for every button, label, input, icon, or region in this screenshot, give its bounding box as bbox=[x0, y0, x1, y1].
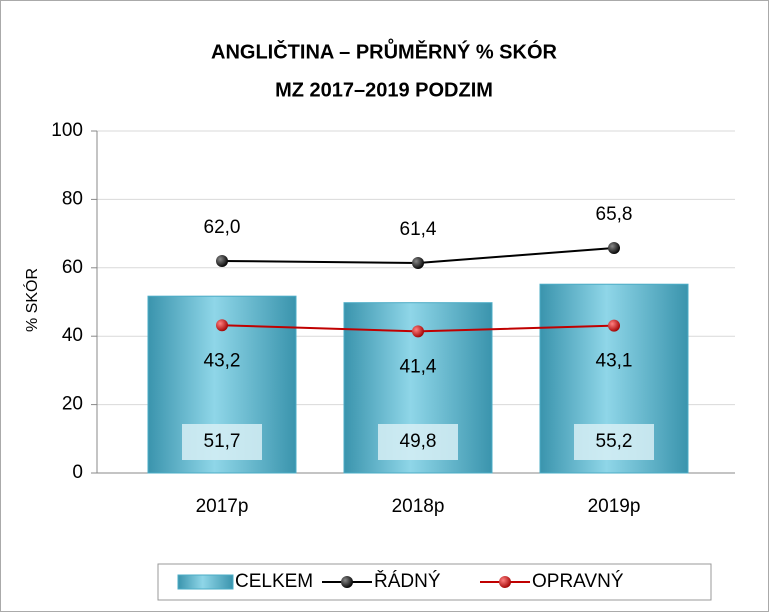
x-tick-label: 2019p bbox=[588, 496, 641, 517]
y-tick-label: 100 bbox=[51, 120, 83, 141]
value-label: 49,8 bbox=[400, 431, 437, 452]
x-tick-label: 2017p bbox=[196, 496, 249, 517]
y-tick-label: 20 bbox=[62, 394, 83, 415]
value-label: 61,4 bbox=[400, 219, 437, 240]
value-label: 62,0 bbox=[204, 217, 241, 238]
value-label: 43,2 bbox=[204, 350, 241, 371]
line-point bbox=[608, 319, 620, 332]
line-point bbox=[216, 254, 228, 267]
value-label-bg bbox=[574, 424, 654, 460]
line-point bbox=[412, 257, 424, 270]
chart-title: ANGLIČTINA – PRŮMĚRNÝ % SKÓR bbox=[211, 37, 558, 63]
y-tick-label: 0 bbox=[72, 462, 83, 483]
value-label: 43,1 bbox=[596, 351, 633, 372]
legend-label: OPRAVNÝ bbox=[532, 571, 624, 592]
legend-label: ŘÁDNÝ bbox=[374, 570, 441, 592]
value-label-bg bbox=[378, 424, 458, 460]
legend-swatch bbox=[499, 576, 511, 588]
chart-subtitle: MZ 2017–2019 PODZIM bbox=[275, 79, 493, 101]
legend-swatch bbox=[341, 576, 353, 588]
legend-box bbox=[157, 563, 712, 601]
line-point bbox=[216, 319, 228, 332]
value-label: 51,7 bbox=[204, 431, 241, 452]
line-point bbox=[608, 241, 620, 254]
y-tick-label: 40 bbox=[62, 325, 83, 346]
value-label: 41,4 bbox=[400, 356, 437, 377]
legend-label: CELKEM bbox=[235, 571, 313, 592]
legend-swatch bbox=[177, 574, 234, 590]
value-label: 65,8 bbox=[596, 204, 633, 225]
value-label: 55,2 bbox=[596, 431, 633, 452]
x-tick-label: 2018p bbox=[392, 496, 445, 517]
value-label-bg bbox=[182, 424, 262, 460]
y-tick-label: 60 bbox=[62, 257, 83, 278]
y-axis-label: % SKÓR bbox=[22, 268, 41, 332]
line-point bbox=[412, 325, 424, 338]
y-tick-label: 80 bbox=[62, 188, 83, 209]
